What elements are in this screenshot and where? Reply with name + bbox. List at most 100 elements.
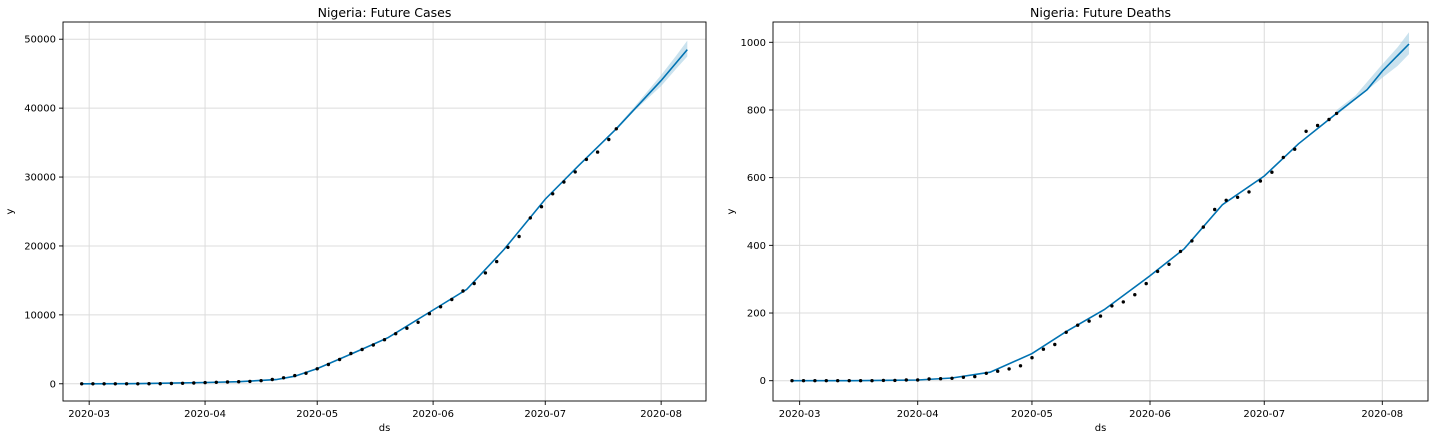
observed-point [1281, 155, 1286, 160]
forecast-line [792, 43, 1410, 382]
observed-point [158, 382, 162, 386]
chart-title: Nigeria: Future Cases [318, 5, 452, 20]
observed-point [573, 170, 577, 174]
observed-point [1053, 342, 1057, 347]
observed-point [438, 305, 443, 309]
observed-point [996, 369, 1000, 373]
observed-point [225, 380, 230, 384]
observed-point [349, 351, 353, 356]
observed-point [1167, 262, 1171, 266]
observed-point [304, 371, 308, 375]
observed-point [584, 157, 589, 162]
observed-point [281, 376, 286, 380]
observed-point [1304, 129, 1308, 133]
observed-point [80, 382, 84, 386]
observed-point [382, 338, 387, 342]
observed-point [394, 332, 398, 336]
observed-point [1293, 147, 1297, 151]
observed-point [938, 377, 943, 381]
observed-point [293, 373, 297, 378]
observed-point [1235, 195, 1240, 199]
observed-point [427, 312, 432, 316]
y-tick-label: 50000 [24, 35, 56, 46]
observed-point [1247, 190, 1251, 194]
observed-point [916, 378, 920, 382]
observed-point [562, 180, 566, 184]
x-tick-label: 2020-03 [68, 409, 110, 420]
observed-point [124, 382, 129, 386]
observed-point [1334, 111, 1339, 116]
x-tick-label: 2020-08 [640, 409, 682, 420]
y-axis-label: y [726, 208, 737, 214]
observed-point [371, 343, 375, 347]
observed-point [528, 216, 532, 220]
x-axis-label: ds [1095, 423, 1107, 434]
observed-point [824, 379, 828, 383]
x-tick-label: 2020-05 [1011, 409, 1053, 420]
observed-point [270, 377, 274, 382]
x-tick-label: 2020-03 [779, 409, 821, 420]
observed-point [1155, 269, 1160, 274]
observed-point [790, 379, 794, 383]
observed-point [1213, 207, 1217, 212]
observed-point [1258, 179, 1263, 183]
observed-point [360, 347, 364, 352]
observed-point [973, 374, 977, 379]
observed-point [259, 379, 263, 383]
observed-point [248, 379, 252, 384]
observed-point [836, 379, 840, 383]
observed-point [927, 377, 931, 381]
y-tick-label: 800 [747, 105, 766, 116]
observed-point [1144, 281, 1148, 286]
x-tick-label: 2020-06 [412, 409, 454, 420]
forecast-line [81, 49, 688, 385]
observed-point [950, 376, 954, 380]
x-tick-label: 2020-07 [1243, 409, 1285, 420]
y-tick-label: 0 [50, 379, 56, 390]
y-tick-label: 40000 [24, 104, 56, 115]
observed-point [169, 381, 174, 386]
observed-point [614, 127, 618, 131]
observed-point [1178, 249, 1183, 254]
y-tick-label: 30000 [24, 173, 56, 184]
observed-point [461, 289, 465, 293]
observed-point [337, 357, 342, 362]
chart-panel-1: 2020-03 2020-04 2020-05 2020-06 2020-07 2020-… [5, 5, 707, 434]
observed-point [203, 380, 207, 385]
observed-point [1098, 314, 1103, 318]
observed-point [539, 205, 544, 209]
observed-point [1064, 330, 1068, 334]
observed-point [813, 379, 817, 383]
observed-point [517, 234, 521, 239]
observed-point [405, 326, 409, 330]
observed-point [237, 380, 241, 384]
plot-frame [62, 21, 707, 402]
observed-point [1030, 356, 1034, 360]
observed-point [113, 382, 118, 386]
observed-point [495, 259, 499, 264]
observed-point [870, 379, 874, 383]
uncertainty-interval-band [1336, 32, 1409, 116]
x-tick-label: 2020-04 [897, 409, 939, 420]
observed-point [1315, 123, 1320, 128]
observed-point [136, 382, 140, 386]
observed-point [472, 281, 476, 286]
x-tick-label: 2020-05 [296, 409, 338, 420]
observed-point [551, 192, 555, 196]
y-tick-label: 1000 [741, 38, 766, 49]
y-axis-label: y [5, 208, 16, 214]
x-tick-label: 2020-07 [524, 409, 566, 420]
observed-point [1041, 347, 1046, 351]
observed-point [315, 367, 319, 371]
observed-point [91, 382, 95, 386]
observed-point [801, 379, 806, 383]
observed-point [1327, 117, 1331, 122]
observed-point [961, 375, 966, 379]
y-tick-label: 400 [747, 241, 766, 252]
observed-point [904, 378, 908, 382]
observed-point [147, 382, 151, 386]
observed-point [1224, 198, 1228, 202]
observed-point [1190, 239, 1194, 243]
